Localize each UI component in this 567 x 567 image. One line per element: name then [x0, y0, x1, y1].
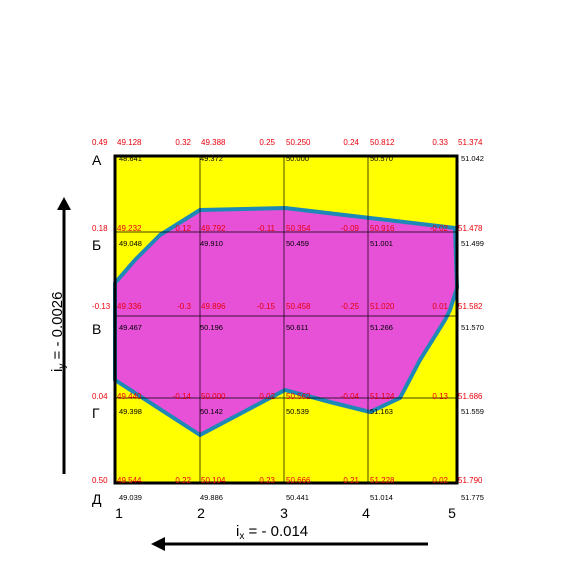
node-red-value: 50.104 [201, 476, 226, 485]
node-red-value: 51.582 [458, 302, 483, 311]
gap-red-value: 0.22 [175, 476, 191, 485]
node-black-value: 51.559 [461, 407, 484, 416]
gap-red-value: -0.09 [341, 224, 360, 233]
column-number-label: 4 [362, 505, 370, 521]
node-black-value: 50.459 [286, 239, 309, 248]
node-red-value: 49.440 [117, 392, 142, 401]
node-black-value: 50.570 [370, 154, 393, 163]
gap-red-value: -0.04 [341, 392, 360, 401]
node-black-value: 49.398 [119, 407, 142, 416]
gap-red-value: 0.01 [432, 302, 448, 311]
row-red-value: 0.04 [92, 392, 108, 401]
node-red-value: 51.020 [370, 302, 395, 311]
gap-red-value: -0.11 [257, 224, 275, 233]
node-black-value: 51.570 [461, 323, 484, 332]
grid-lines [115, 156, 457, 483]
row-red-value: 0.18 [92, 224, 108, 233]
labels-layer: А 0.49 49.128 48.641 49.388 49.372 50.250 50.00… [92, 138, 484, 521]
gap-red-value: 0.21 [343, 476, 359, 485]
node-red-value: 49.896 [201, 302, 226, 311]
grid-border [113, 154, 459, 485]
gap-red-value: -0.15 [257, 302, 276, 311]
gap-red-value: 0.24 [343, 138, 359, 147]
node-black-value: 51.775 [461, 493, 484, 502]
node-black-value: 50.196 [200, 323, 223, 332]
node-black-value: 50.142 [200, 407, 223, 416]
node-black-value: 51.001 [370, 239, 393, 248]
node-black-value: 51.014 [370, 493, 393, 502]
node-black-value: 50.539 [286, 407, 309, 416]
node-red-value: 51.228 [370, 476, 395, 485]
gap-red-value: 0.02 [259, 392, 275, 401]
node-red-value: 50.812 [370, 138, 395, 147]
node-black-value: 51.499 [461, 239, 484, 248]
row-red-value: 0.49 [92, 138, 108, 147]
node-black-value: 50.000 [286, 154, 309, 163]
row-red-value: 0.50 [92, 476, 108, 485]
gap-red-value: 0.33 [432, 138, 448, 147]
node-black-value: 50.611 [286, 323, 308, 332]
node-black-value: 49.886 [200, 493, 223, 502]
row-letter-label: Г [92, 405, 100, 421]
node-red-value: 51.790 [458, 476, 483, 485]
gap-red-value: 0.32 [175, 138, 191, 147]
column-number-label: 3 [280, 505, 288, 521]
node-black-value: 51.266 [370, 323, 393, 332]
row-letter-label: Б [92, 237, 101, 253]
row-letter-label: Д [92, 491, 102, 507]
row-letter-label: А [92, 152, 102, 168]
node-black-value: 51.163 [370, 407, 393, 416]
node-red-value: 50.250 [286, 138, 311, 147]
node-red-value: 50.000 [201, 392, 226, 401]
node-red-value: 51.686 [458, 392, 483, 401]
y-gradient-label: iy = - 0.0026 [49, 292, 68, 372]
node-red-value: 49.792 [201, 224, 226, 233]
gap-red-value: -0.3 [177, 302, 191, 311]
gap-red-value: 0.13 [432, 392, 448, 401]
row-red-value: -0.13 [92, 302, 111, 311]
node-red-value: 51.124 [370, 392, 395, 401]
node-red-value: 50.666 [286, 476, 311, 485]
row-letter-label: В [92, 321, 101, 337]
node-red-value: 49.128 [117, 138, 142, 147]
column-number-label: 5 [448, 505, 456, 521]
node-red-value: 49.232 [117, 224, 142, 233]
gap-red-value: 0.23 [259, 476, 275, 485]
node-black-value: 49.910 [200, 239, 223, 248]
node-black-value: 51.042 [461, 154, 484, 163]
gap-red-value: -0.25 [341, 302, 360, 311]
gap-red-value: -0.02 [430, 224, 449, 233]
node-red-value: 50.916 [370, 224, 395, 233]
node-red-value: 50.354 [286, 224, 311, 233]
gap-red-value: 0.12 [175, 224, 191, 233]
node-red-value: 49.336 [117, 302, 142, 311]
node-black-value: 48.641 [119, 154, 142, 163]
node-black-value: 49.039 [119, 493, 142, 502]
node-red-value: 50.458 [286, 302, 311, 311]
x-gradient-label: ix = - 0.014 [236, 523, 308, 542]
node-black-value: 49.372 [200, 154, 223, 163]
column-number-label: 2 [197, 505, 205, 521]
node-black-value: 50.441 [286, 493, 309, 502]
column-number-label: 1 [115, 505, 123, 521]
node-red-value: 51.374 [458, 138, 483, 147]
gap-red-value: -0.14 [173, 392, 192, 401]
node-red-value: 49.388 [201, 138, 226, 147]
x-gradient-arrow [151, 537, 428, 551]
gap-red-value: 0.25 [259, 138, 275, 147]
node-black-value: 49.467 [119, 323, 142, 332]
node-red-value: 51.478 [458, 224, 483, 233]
gap-red-value: 0.02 [432, 476, 448, 485]
node-red-value: 49.544 [117, 476, 142, 485]
node-black-value: 49.048 [119, 239, 142, 248]
node-red-value: 50.562 [286, 392, 311, 401]
y-gradient-arrow [57, 197, 71, 474]
